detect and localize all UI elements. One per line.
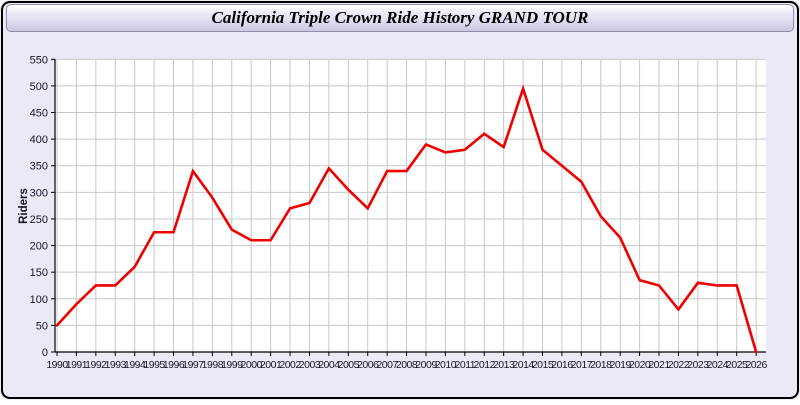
svg-text:1991: 1991 <box>66 359 88 371</box>
svg-text:2009: 2009 <box>415 359 437 371</box>
svg-text:1993: 1993 <box>105 359 127 371</box>
svg-text:2026: 2026 <box>745 359 767 371</box>
title-bar: California Triple Crown Ride History GRA… <box>6 4 794 32</box>
svg-text:300: 300 <box>30 187 48 199</box>
svg-text:1995: 1995 <box>143 359 165 371</box>
svg-text:1992: 1992 <box>85 359 107 371</box>
svg-text:1996: 1996 <box>163 359 185 371</box>
svg-text:2000: 2000 <box>241 359 263 371</box>
svg-text:2019: 2019 <box>610 359 632 371</box>
svg-text:2002: 2002 <box>279 359 301 371</box>
y-axis-title: Riders <box>18 188 30 224</box>
svg-text:1994: 1994 <box>124 359 146 371</box>
svg-text:2016: 2016 <box>551 359 573 371</box>
svg-text:250: 250 <box>30 214 48 226</box>
svg-text:200: 200 <box>30 241 48 253</box>
svg-text:2003: 2003 <box>299 359 321 371</box>
x-tick-labels: 1990199119921993199419951996199719981999… <box>46 352 768 371</box>
svg-text:2013: 2013 <box>493 359 515 371</box>
svg-text:1998: 1998 <box>202 359 224 371</box>
svg-text:2010: 2010 <box>435 359 457 371</box>
svg-text:2018: 2018 <box>590 359 612 371</box>
svg-text:2004: 2004 <box>318 359 340 371</box>
svg-text:1990: 1990 <box>46 359 68 371</box>
svg-text:2001: 2001 <box>260 359 282 371</box>
svg-text:2005: 2005 <box>338 359 360 371</box>
svg-text:450: 450 <box>30 108 48 120</box>
svg-text:1997: 1997 <box>182 359 204 371</box>
svg-text:100: 100 <box>30 294 48 306</box>
svg-text:350: 350 <box>30 161 48 173</box>
svg-text:2007: 2007 <box>376 359 398 371</box>
svg-text:50: 50 <box>36 320 48 332</box>
y-tick-labels: 0 50 100 150 200 250 300 350 400 450 500 550 <box>30 54 55 359</box>
svg-text:2011: 2011 <box>455 359 476 371</box>
svg-text:2020: 2020 <box>629 359 651 371</box>
series-line-riders <box>55 84 758 354</box>
svg-text:1999: 1999 <box>221 359 243 371</box>
svg-text:2015: 2015 <box>532 359 554 371</box>
svg-text:2021: 2021 <box>648 359 670 371</box>
svg-text:2008: 2008 <box>396 359 418 371</box>
svg-text:150: 150 <box>30 267 48 279</box>
svg-text:2017: 2017 <box>571 359 593 371</box>
svg-text:2024: 2024 <box>707 359 729 371</box>
svg-text:2012: 2012 <box>474 359 496 371</box>
svg-text:2006: 2006 <box>357 359 379 371</box>
svg-text:2014: 2014 <box>512 359 534 371</box>
svg-text:2023: 2023 <box>687 359 709 371</box>
svg-text:2025: 2025 <box>726 359 748 371</box>
svg-text:2022: 2022 <box>668 359 690 371</box>
svg-text:500: 500 <box>30 81 48 93</box>
chart-title: California Triple Crown Ride History GRA… <box>211 8 589 27</box>
horizontal-gridlines <box>55 58 766 326</box>
vertical-gridlines <box>56 59 757 352</box>
svg-text:550: 550 <box>30 54 48 66</box>
svg-text:0: 0 <box>42 347 48 359</box>
svg-text:400: 400 <box>30 134 48 146</box>
